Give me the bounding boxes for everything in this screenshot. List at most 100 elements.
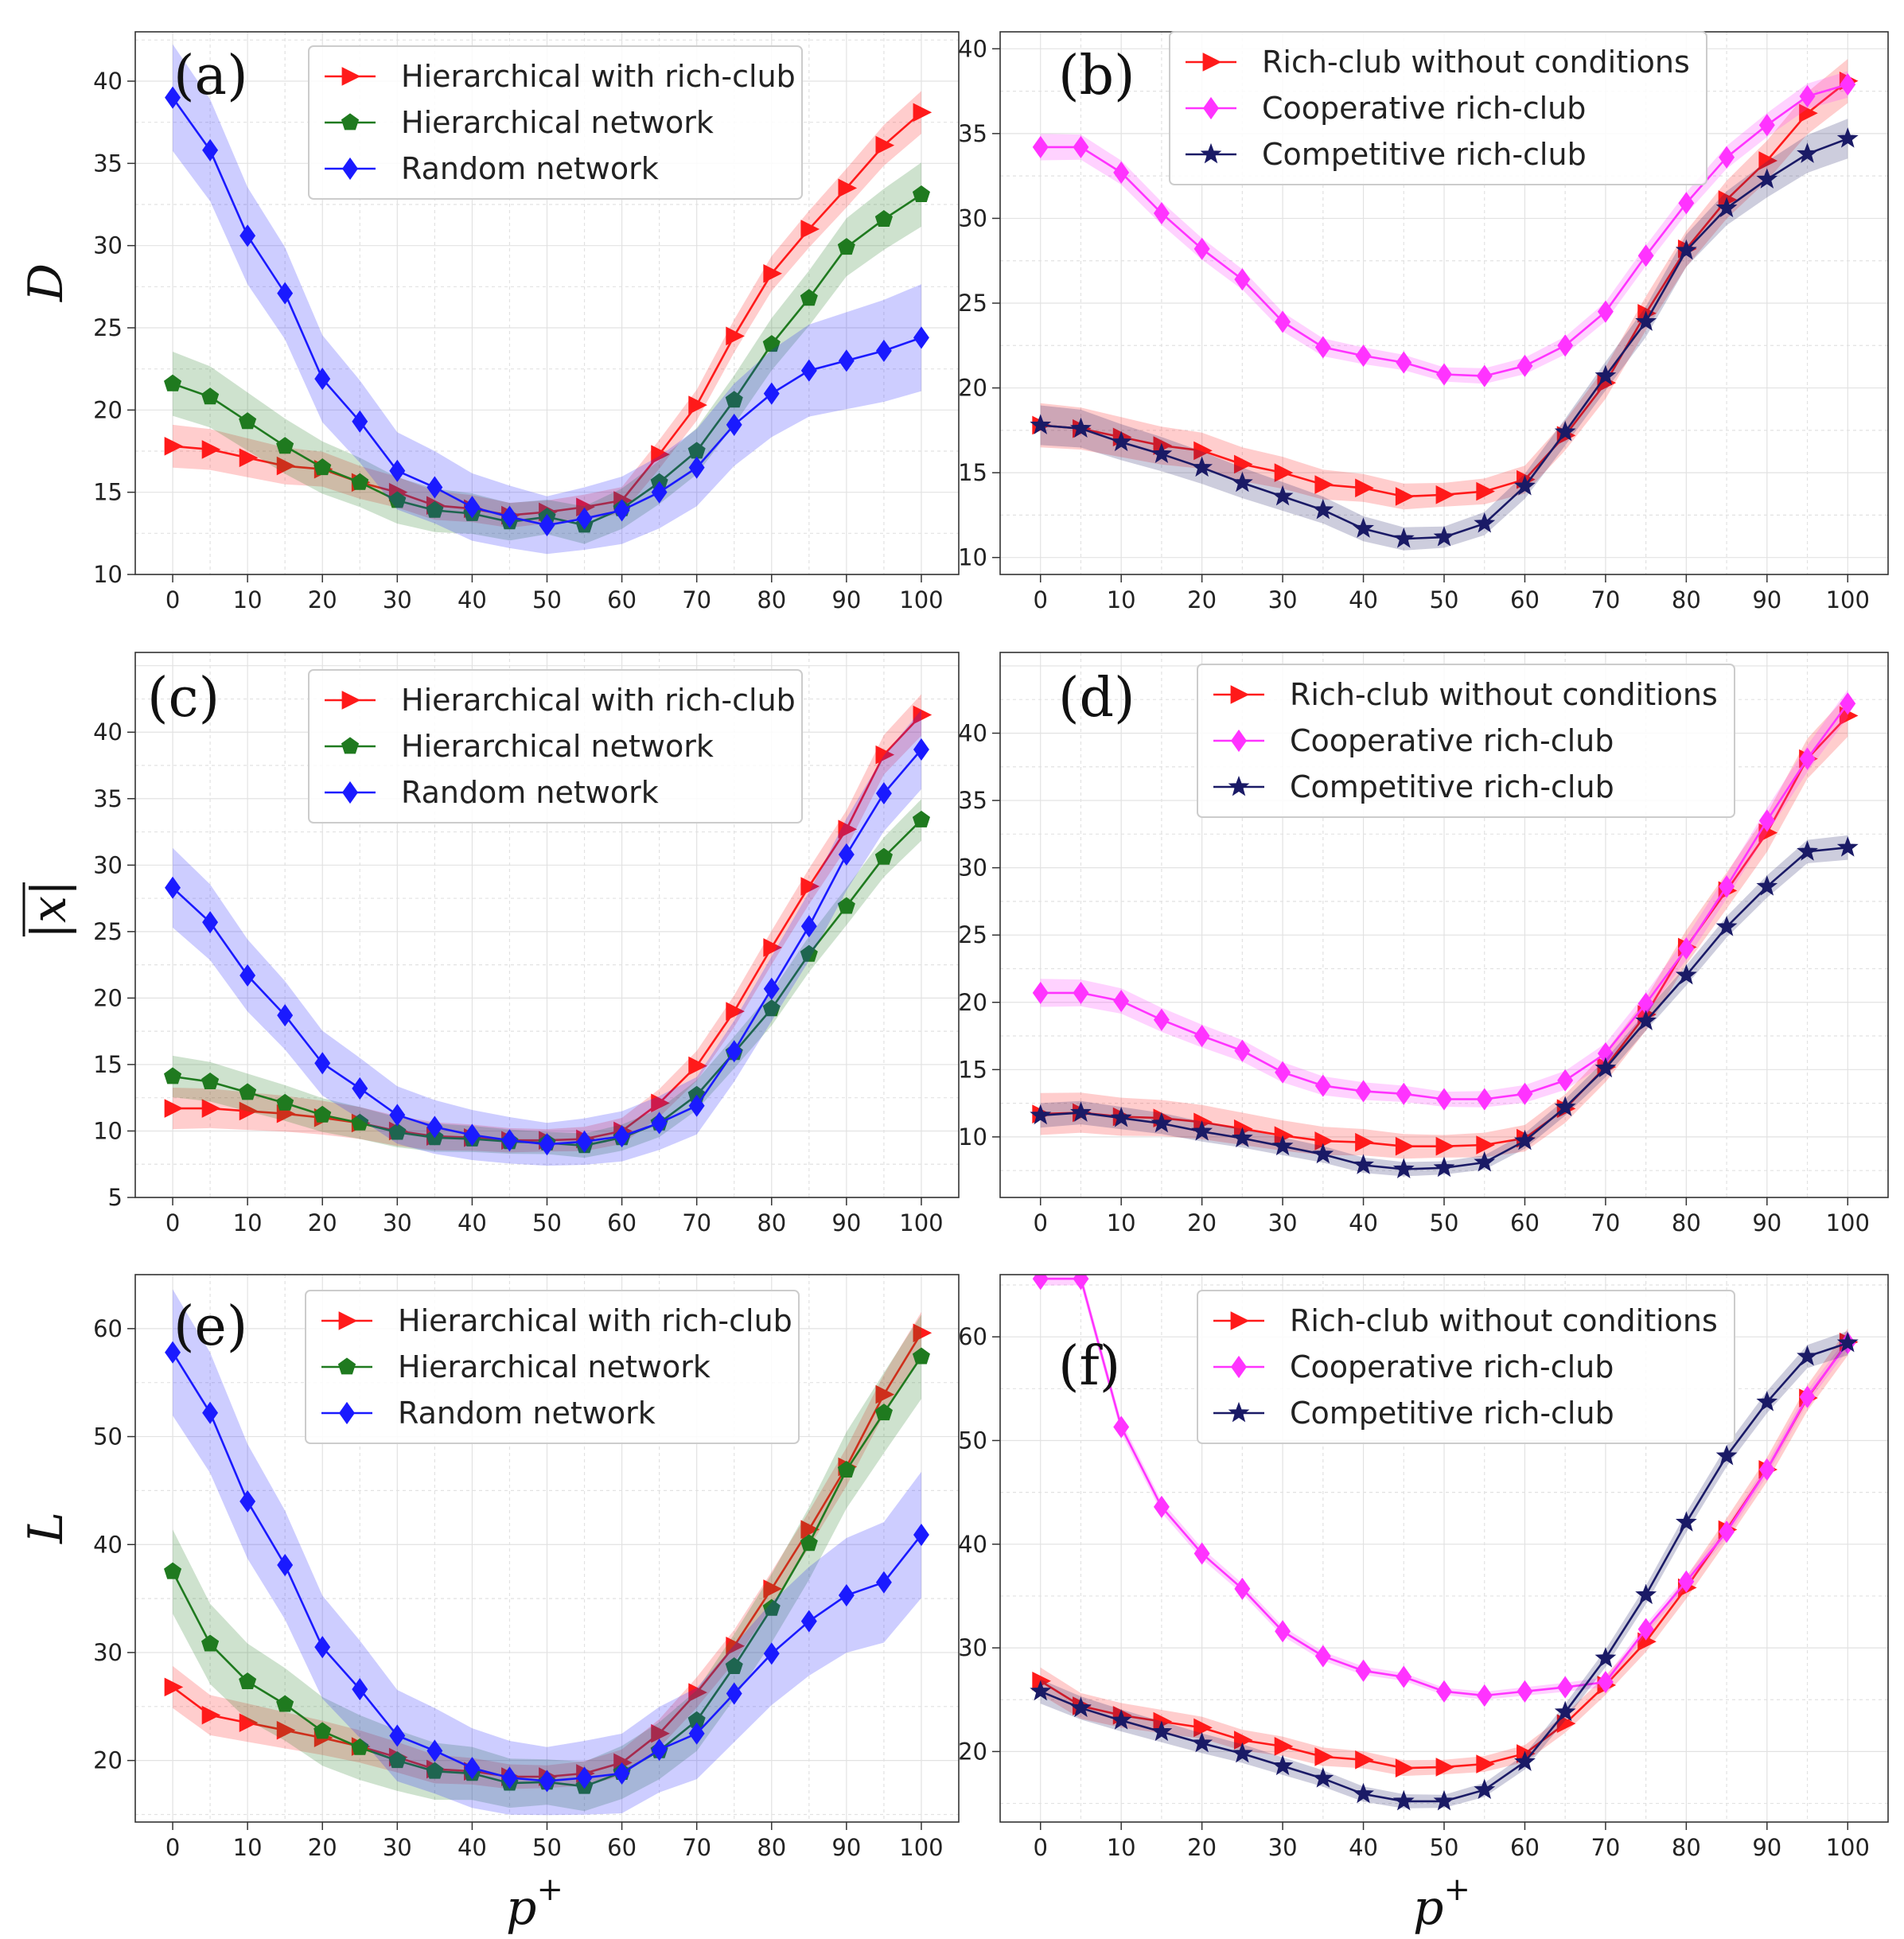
data-point bbox=[875, 745, 895, 765]
x-tick-label: 20 bbox=[308, 586, 337, 613]
data-point bbox=[351, 1738, 369, 1755]
x-tick-label: 30 bbox=[383, 1209, 412, 1236]
data-point bbox=[1474, 1778, 1496, 1799]
x-tick-label: 20 bbox=[1187, 1834, 1217, 1861]
data-point bbox=[1233, 1731, 1253, 1750]
x-tick-label: 20 bbox=[1187, 1209, 1217, 1236]
panel-e: 0 10 20 30 40 50 60 70 80 90 100 20 30 40 50 60 Hierarch… bbox=[93, 1274, 960, 1861]
x-tick-label: 40 bbox=[458, 1834, 487, 1861]
x-tick-label: 90 bbox=[1752, 1209, 1781, 1236]
legend-box bbox=[305, 1290, 800, 1444]
y-tick-label: 30 bbox=[958, 855, 987, 882]
panel-a: 0 10 20 30 40 50 60 70 80 90 100 10 15 20 25 30 35 40 Hier… bbox=[93, 31, 960, 613]
data-point bbox=[1113, 1415, 1130, 1439]
data-point bbox=[1355, 1080, 1372, 1103]
data-point bbox=[389, 1724, 406, 1747]
panel-label-b: (b) bbox=[1058, 45, 1135, 107]
x-tick-label: 50 bbox=[532, 586, 562, 613]
y-tick-label: 30 bbox=[958, 1634, 987, 1661]
data-point bbox=[913, 326, 929, 349]
legend-box bbox=[308, 669, 803, 823]
legend-box bbox=[1169, 31, 1707, 185]
data-point bbox=[1392, 1789, 1415, 1811]
legend-box bbox=[308, 45, 803, 200]
x-tick-label: 0 bbox=[165, 1834, 180, 1861]
data-point bbox=[1476, 1088, 1493, 1111]
data-point bbox=[1476, 1684, 1493, 1707]
data-point bbox=[1554, 420, 1576, 442]
data-point bbox=[1395, 1758, 1415, 1778]
y-tick-label: 35 bbox=[958, 787, 987, 814]
y-tick-label: 20 bbox=[958, 1738, 987, 1765]
data-point bbox=[165, 876, 181, 899]
data-point bbox=[501, 1129, 518, 1152]
x-tick-label: 100 bbox=[1826, 1834, 1870, 1861]
data-point bbox=[1554, 1700, 1576, 1722]
data-point bbox=[1799, 1385, 1816, 1408]
x-tick-label: 30 bbox=[383, 1834, 412, 1861]
x-tick-label: 70 bbox=[682, 1834, 711, 1861]
data-point bbox=[276, 1093, 294, 1111]
legend-f: Rich-club without conditions Cooperative … bbox=[1197, 1290, 1735, 1444]
x-tick-label: 60 bbox=[1510, 586, 1540, 613]
panel-label-e: (e) bbox=[173, 1295, 247, 1358]
y-tick-label: 35 bbox=[93, 150, 123, 177]
x-tick-label: 90 bbox=[1752, 586, 1781, 613]
data-point bbox=[1675, 964, 1697, 985]
data-point bbox=[1554, 1096, 1576, 1117]
data-point bbox=[1234, 268, 1251, 291]
x-tick-label: 50 bbox=[532, 1834, 562, 1861]
data-point bbox=[1193, 441, 1213, 461]
data-point bbox=[277, 1004, 294, 1027]
y-tick-label: 40 bbox=[958, 1531, 987, 1558]
data-point bbox=[913, 103, 933, 123]
data-point bbox=[1799, 103, 1818, 123]
x-tick-label: 70 bbox=[682, 1209, 711, 1236]
data-point bbox=[1557, 1676, 1574, 1699]
y-tick-label: 40 bbox=[93, 68, 123, 95]
data-point bbox=[1070, 1696, 1092, 1718]
panel-d: 0 10 20 30 40 50 60 70 80 90 100 10 15 20 25 30 35 40 Rich… bbox=[958, 652, 1889, 1236]
y-tick-label: 40 bbox=[93, 718, 123, 746]
data-point bbox=[1353, 517, 1374, 538]
x-tick-label: 30 bbox=[1268, 586, 1298, 613]
data-point bbox=[1073, 981, 1089, 1004]
y-tick-label: 50 bbox=[958, 1427, 987, 1454]
x-tick-label: 20 bbox=[308, 1834, 337, 1861]
data-point bbox=[1517, 1680, 1533, 1703]
data-point bbox=[352, 1077, 368, 1100]
data-point bbox=[800, 220, 820, 239]
data-point bbox=[1517, 1082, 1533, 1105]
data-point bbox=[164, 1677, 184, 1697]
data-point bbox=[539, 1770, 555, 1793]
data-point bbox=[1314, 1131, 1334, 1151]
x-tick-label: 100 bbox=[899, 1834, 943, 1861]
x-tick-label: 10 bbox=[233, 586, 263, 613]
legend-label: Competitive rich-club bbox=[1290, 769, 1614, 804]
x-tick-label: 0 bbox=[1034, 1834, 1048, 1861]
legend-marker bbox=[1228, 1401, 1250, 1423]
data-point bbox=[1353, 1154, 1374, 1174]
y-tick-label: 30 bbox=[93, 851, 123, 878]
x-tick-label: 60 bbox=[607, 586, 637, 613]
data-point bbox=[1678, 192, 1695, 215]
data-point bbox=[388, 1123, 407, 1140]
data-point bbox=[1032, 1275, 1049, 1291]
svg-text:p+: p+ bbox=[506, 1871, 563, 1936]
data-point bbox=[1151, 442, 1173, 464]
data-point bbox=[201, 1072, 220, 1089]
data-point bbox=[1836, 836, 1859, 857]
data-point bbox=[1474, 512, 1496, 533]
data-point bbox=[874, 209, 893, 227]
data-point bbox=[913, 738, 929, 761]
data-point bbox=[352, 410, 368, 433]
legend-marker bbox=[341, 737, 360, 754]
data-point bbox=[1635, 1583, 1657, 1605]
data-point bbox=[1153, 201, 1170, 225]
legend-label: Random network bbox=[398, 1396, 656, 1431]
data-point bbox=[1433, 1789, 1455, 1811]
data-point bbox=[726, 1040, 742, 1063]
data-point bbox=[388, 1751, 407, 1769]
y-tick-label: 10 bbox=[93, 561, 123, 588]
x-tick-label: 60 bbox=[1510, 1834, 1540, 1861]
